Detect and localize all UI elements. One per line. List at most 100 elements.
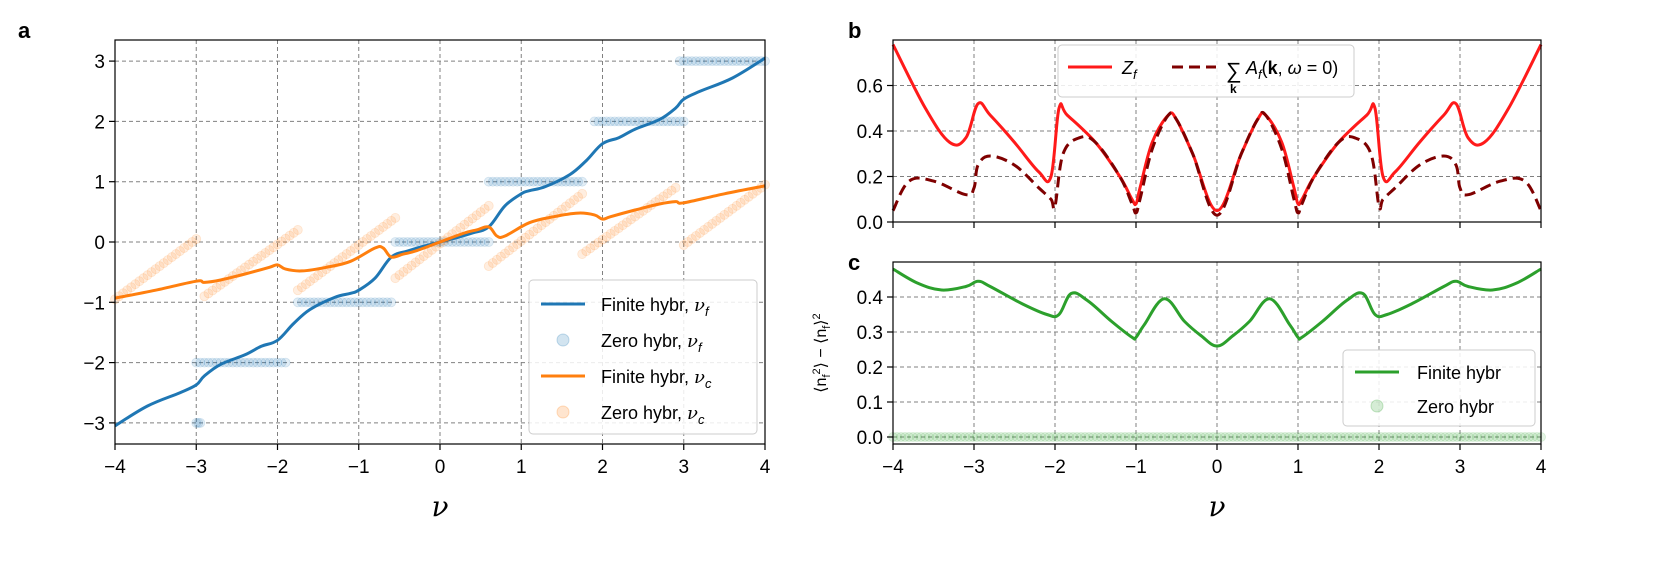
data-point-zero-hybr-f <box>711 56 722 67</box>
data-point-zero-hybr <box>916 432 926 442</box>
data-point-zero-hybr-c <box>617 220 628 231</box>
data-point-zero-hybr-f <box>256 357 267 368</box>
data-point-zero-hybr <box>1092 432 1102 442</box>
data-point-zero-hybr-f <box>337 297 348 308</box>
data-point-zero-hybr-c <box>471 210 482 221</box>
data-point-zero-hybr-c <box>122 285 133 296</box>
data-point-zero-hybr-f <box>487 176 498 187</box>
data-point-zero-hybr-c <box>288 227 299 238</box>
data-point-zero-hybr <box>1448 432 1458 442</box>
data-point-zero-hybr-c <box>162 255 173 265</box>
data-point-zero-hybr-f <box>203 357 214 368</box>
data-point-zero-hybr-c <box>695 228 705 238</box>
data-point-zero-hybr-f <box>260 357 271 368</box>
data-point-zero-hybr <box>1292 432 1302 442</box>
data-point-zero-hybr-c <box>187 237 198 247</box>
data-point-zero-hybr-c <box>577 249 588 259</box>
y-axis-label-part: 2 <box>811 313 823 319</box>
data-point-zero-hybr <box>1408 432 1418 442</box>
y-tick-label: 0.4 <box>857 122 884 143</box>
data-point-zero-hybr-c <box>520 232 531 243</box>
data-point-zero-hybr-c <box>751 185 762 196</box>
data-point-zero-hybr <box>1104 432 1114 442</box>
data-point-zero-hybr-c <box>581 246 592 257</box>
data-point-zero-hybr-f <box>463 237 474 247</box>
legend-label-text: Af(k, ω = 0) <box>1245 58 1338 82</box>
data-point-zero-hybr <box>1028 432 1038 442</box>
y-tick-label: 1 <box>94 173 105 194</box>
data-point-zero-hybr-c <box>179 243 189 253</box>
data-point-zero-hybr-f <box>264 357 275 368</box>
data-point-zero-hybr <box>984 432 994 442</box>
data-point-zero-hybr <box>1100 432 1110 442</box>
data-point-zero-hybr-f <box>597 116 608 127</box>
data-point-zero-hybr-c <box>394 270 405 280</box>
data-point-zero-hybr <box>996 432 1006 442</box>
data-point-zero-hybr <box>1368 432 1378 442</box>
legend-label-sub: c <box>705 376 712 391</box>
x-tick-label: 2 <box>1374 457 1385 478</box>
data-point-zero-hybr-c <box>211 282 222 293</box>
data-point-zero-hybr-f <box>394 237 405 247</box>
x-tick-label: 4 <box>760 457 771 478</box>
data-point-zero-hybr-c <box>528 226 539 237</box>
y-axis-label-part: ⟩ − ⟨n <box>813 329 830 369</box>
data-point-zero-hybr-f <box>605 116 616 127</box>
data-point-zero-hybr-f <box>540 176 551 187</box>
data-point-zero-hybr-c <box>248 256 259 267</box>
data-point-zero-hybr <box>1328 432 1338 442</box>
data-point-zero-hybr <box>1452 432 1462 442</box>
data-point-zero-hybr <box>900 432 910 442</box>
data-point-zero-hybr-c <box>374 225 384 235</box>
data-point-zero-hybr <box>1400 432 1410 442</box>
data-point-zero-hybr <box>1340 432 1350 442</box>
data-point-zero-hybr-c <box>678 240 689 250</box>
data-point-zero-hybr <box>1324 432 1334 442</box>
data-point-zero-hybr <box>1056 432 1066 442</box>
data-point-zero-hybr-c <box>747 188 758 199</box>
data-point-zero-hybr-c <box>366 231 376 241</box>
data-point-zero-hybr-c <box>431 241 441 252</box>
data-point-zero-hybr-f <box>646 116 657 127</box>
data-point-zero-hybr-c <box>171 249 181 259</box>
data-point-zero-hybr-c <box>219 276 230 287</box>
data-point-zero-hybr <box>1300 432 1310 442</box>
legend-marker <box>556 405 570 419</box>
data-point-zero-hybr <box>1240 432 1250 442</box>
data-point-zero-hybr-f <box>727 56 738 67</box>
data-point-zero-hybr-c <box>166 252 177 262</box>
y-axis-label-part: ⟨n <box>813 378 830 393</box>
data-point-zero-hybr-f <box>666 116 677 127</box>
data-point-zero-hybr-f <box>626 116 636 127</box>
data-point-zero-hybr <box>980 432 990 442</box>
data-point-zero-hybr-f <box>500 176 510 187</box>
x-tick-label: −1 <box>348 457 370 478</box>
data-point-zero-hybr <box>1428 432 1438 442</box>
data-point-zero-hybr-c <box>593 237 604 248</box>
data-point-zero-hybr-c <box>353 240 364 250</box>
data-point-zero-hybr-f <box>313 297 324 308</box>
data-point-zero-hybr-c <box>601 231 612 242</box>
data-point-zero-hybr-f <box>528 176 539 187</box>
data-point-zero-hybr-c <box>227 271 238 281</box>
data-point-zero-hybr-c <box>508 242 519 253</box>
x-tick-label: 0 <box>435 457 446 478</box>
data-point-zero-hybr-f <box>601 116 612 127</box>
data-point-zero-hybr <box>920 432 930 442</box>
data-point-zero-hybr <box>1296 432 1306 442</box>
data-point-zero-hybr-c <box>203 288 214 299</box>
data-point-zero-hybr-c <box>634 208 644 219</box>
data-point-zero-hybr-f <box>353 297 364 308</box>
data-point-zero-hybr-c <box>463 216 474 227</box>
data-point-zero-hybr-f <box>301 297 311 308</box>
x-tick-label: −1 <box>1125 457 1147 478</box>
data-point-zero-hybr-f <box>707 56 718 67</box>
data-point-zero-hybr-f <box>325 297 336 308</box>
data-point-zero-hybr <box>992 432 1002 442</box>
data-point-zero-hybr-f <box>410 237 421 247</box>
data-point-zero-hybr-f <box>638 116 649 127</box>
data-point-zero-hybr-c <box>398 266 409 277</box>
data-point-zero-hybr-f <box>471 237 482 247</box>
data-point-zero-hybr-f <box>191 417 202 428</box>
